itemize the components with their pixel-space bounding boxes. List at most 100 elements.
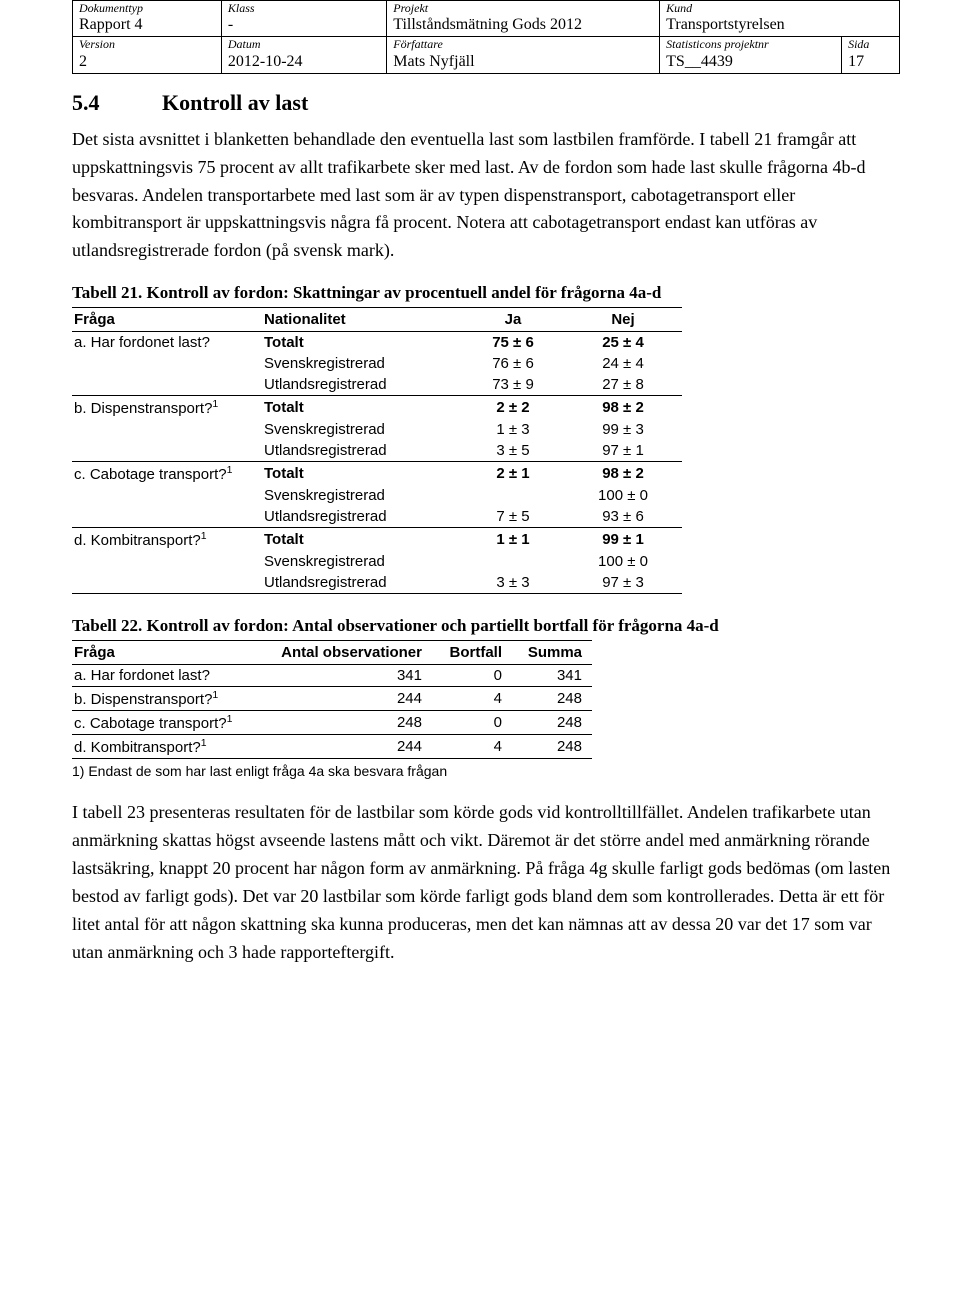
t21-cell-ja: 1 ± 1 xyxy=(462,528,572,552)
table-row: a. Har fordonet last?Totalt75 ± 625 ± 4 xyxy=(72,332,682,354)
table-row: Utlandsregistrerad73 ± 927 ± 8 xyxy=(72,374,682,396)
t21-cell-ja: 7 ± 5 xyxy=(462,506,572,528)
t21-cell-nej: 97 ± 1 xyxy=(572,440,682,462)
t22-cell-bort: 0 xyxy=(432,711,512,735)
t21-cell-ja: 1 ± 3 xyxy=(462,419,572,440)
page-number: 17 xyxy=(848,52,893,71)
t21-cell-ja: 3 ± 5 xyxy=(462,440,572,462)
table-row: Svenskregistrerad100 ± 0 xyxy=(72,485,682,506)
table22: Fråga Antal observationer Bortfall Summa… xyxy=(72,640,592,759)
date: 2012-10-24 xyxy=(228,52,380,71)
t22-cell-obs: 341 xyxy=(262,665,432,687)
author-label: Författare xyxy=(393,38,653,51)
table-row: Svenskregistrerad76 ± 624 ± 4 xyxy=(72,353,682,374)
date-label: Datum xyxy=(228,38,380,51)
t21-h-nej: Nej xyxy=(572,308,682,332)
t21-cell-fraga: d. Kombitransport?1 xyxy=(72,528,262,552)
t22-cell-fraga: d. Kombitransport?1 xyxy=(72,735,262,759)
class-label: Klass xyxy=(228,2,380,15)
t21-cell-fraga xyxy=(72,506,262,528)
t22-h-sum: Summa xyxy=(512,641,592,665)
t21-cell-nej: 99 ± 3 xyxy=(572,419,682,440)
t21-cell-nej: 25 ± 4 xyxy=(572,332,682,354)
t21-h-fraga: Fråga xyxy=(72,308,262,332)
t21-cell-nat: Utlandsregistrerad xyxy=(262,374,462,396)
table-row: c. Cabotage transport?1Totalt2 ± 198 ± 2 xyxy=(72,462,682,486)
table-row: d. Kombitransport?12444248 xyxy=(72,735,592,759)
table-row: Utlandsregistrerad3 ± 597 ± 1 xyxy=(72,440,682,462)
t21-cell-fraga: b. Dispenstransport?1 xyxy=(72,396,262,420)
table-row: a. Har fordonet last?3410341 xyxy=(72,665,592,687)
table21: Fråga Nationalitet Ja Nej a. Har fordone… xyxy=(72,307,682,594)
page-label: Sida xyxy=(848,38,893,51)
t21-cell-ja: 2 ± 1 xyxy=(462,462,572,486)
t21-cell-nej: 97 ± 3 xyxy=(572,572,682,594)
t21-cell-nej: 24 ± 4 xyxy=(572,353,682,374)
class: - xyxy=(228,15,380,34)
t22-cell-obs: 244 xyxy=(262,687,432,711)
doc-type-label: Dokumenttyp xyxy=(79,2,215,15)
t21-cell-ja: 75 ± 6 xyxy=(462,332,572,354)
paragraph-1: Det sista avsnittet i blanketten behandl… xyxy=(72,126,900,265)
t22-cell-fraga: a. Har fordonet last? xyxy=(72,665,262,687)
table22-footnote: 1) Endast de som har last enligt fråga 4… xyxy=(72,763,900,779)
projnr-label: Statisticons projektnr xyxy=(666,38,835,51)
version-label: Version xyxy=(79,38,215,51)
t21-cell-fraga xyxy=(72,485,262,506)
paragraph-2: I tabell 23 presenteras resultaten för d… xyxy=(72,799,900,966)
table22-title: Tabell 22. Kontroll av fordon: Antal obs… xyxy=(72,616,900,636)
t22-cell-fraga: b. Dispenstransport?1 xyxy=(72,687,262,711)
t21-cell-fraga: a. Har fordonet last? xyxy=(72,332,262,354)
t22-cell-bort: 4 xyxy=(432,687,512,711)
t21-cell-fraga xyxy=(72,572,262,594)
table21-title: Tabell 21. Kontroll av fordon: Skattning… xyxy=(72,283,900,303)
t21-cell-nat: Utlandsregistrerad xyxy=(262,440,462,462)
table-row: Svenskregistrerad1 ± 399 ± 3 xyxy=(72,419,682,440)
t22-cell-bort: 0 xyxy=(432,665,512,687)
t21-cell-fraga xyxy=(72,374,262,396)
section-heading: 5.4Kontroll av last xyxy=(72,90,900,116)
t21-cell-ja xyxy=(462,485,572,506)
project-label: Projekt xyxy=(393,2,653,15)
t21-cell-nej: 98 ± 2 xyxy=(572,396,682,420)
t21-cell-ja xyxy=(462,551,572,572)
t22-cell-obs: 248 xyxy=(262,711,432,735)
t21-cell-ja: 73 ± 9 xyxy=(462,374,572,396)
t22-cell-bort: 4 xyxy=(432,735,512,759)
t21-cell-nat: Svenskregistrerad xyxy=(262,353,462,374)
t21-cell-nat: Svenskregistrerad xyxy=(262,419,462,440)
t22-h-obs: Antal observationer xyxy=(262,641,432,665)
t21-cell-nat: Utlandsregistrerad xyxy=(262,572,462,594)
t22-cell-fraga: c. Cabotage transport?1 xyxy=(72,711,262,735)
t22-cell-sum: 248 xyxy=(512,687,592,711)
document-header: DokumenttypRapport 4 Klass- ProjektTills… xyxy=(72,0,900,74)
t22-cell-obs: 244 xyxy=(262,735,432,759)
t21-cell-fraga: c. Cabotage transport?1 xyxy=(72,462,262,486)
table-row: Svenskregistrerad 100 ± 0 xyxy=(72,551,682,572)
table-row: Utlandsregistrerad3 ± 397 ± 3 xyxy=(72,572,682,594)
t21-h-ja: Ja xyxy=(462,308,572,332)
t21-cell-fraga xyxy=(72,353,262,374)
t21-cell-nat: Svenskregistrerad xyxy=(262,485,462,506)
t22-h-bort: Bortfall xyxy=(432,641,512,665)
t21-cell-fraga xyxy=(72,440,262,462)
t21-cell-nat: Svenskregistrerad xyxy=(262,551,462,572)
section-title: Kontroll av last xyxy=(162,90,308,115)
t21-cell-nat: Totalt xyxy=(262,462,462,486)
table-row: b. Dispenstransport?1Totalt2 ± 298 ± 2 xyxy=(72,396,682,420)
t21-cell-nej: 100 ± 0 xyxy=(572,551,682,572)
version: 2 xyxy=(79,52,215,71)
table-row: b. Dispenstransport?12444248 xyxy=(72,687,592,711)
t22-h-fraga: Fråga xyxy=(72,641,262,665)
t21-cell-nej: 99 ± 1 xyxy=(572,528,682,552)
table-row: c. Cabotage transport?12480248 xyxy=(72,711,592,735)
t21-cell-nat: Totalt xyxy=(262,332,462,354)
table-row: d. Kombitransport?1Totalt1 ± 199 ± 1 xyxy=(72,528,682,552)
doc-type: Rapport 4 xyxy=(79,15,215,34)
t21-cell-nej: 93 ± 6 xyxy=(572,506,682,528)
author: Mats Nyfjäll xyxy=(393,52,653,71)
t21-cell-ja: 3 ± 3 xyxy=(462,572,572,594)
project: Tillståndsmätning Gods 2012 xyxy=(393,15,653,34)
table-row: Utlandsregistrerad7 ± 593 ± 6 xyxy=(72,506,682,528)
t21-h-nat: Nationalitet xyxy=(262,308,462,332)
